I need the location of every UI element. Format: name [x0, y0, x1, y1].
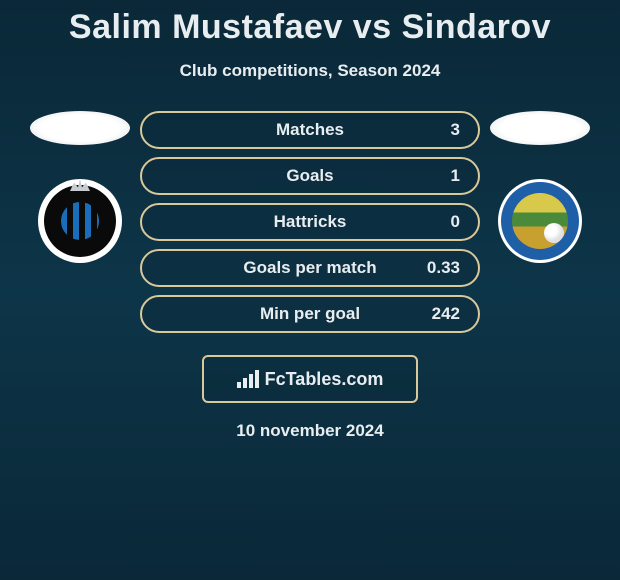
comparison-card: Salim Mustafaev vs Sindarov Club competi…: [0, 0, 620, 441]
stat-label: Min per goal: [142, 304, 478, 324]
crown-icon: [70, 179, 90, 191]
club-badge-right-inner: [512, 193, 568, 249]
stat-row-matches: Matches 3: [140, 111, 480, 149]
bar-chart-icon: [237, 370, 259, 388]
main-row: Matches 3 Goals 1 Hattricks 0 Goals per …: [0, 111, 620, 333]
stat-label: Matches: [142, 120, 478, 140]
stat-row-min-per-goal: Min per goal 242: [140, 295, 480, 333]
stat-row-goals: Goals 1: [140, 157, 480, 195]
subtitle: Club competitions, Season 2024: [0, 61, 620, 81]
date-label: 10 november 2024: [0, 421, 620, 441]
club-badge-left-stripes: [58, 199, 102, 243]
stat-row-hattricks: Hattricks 0: [140, 203, 480, 241]
club-badge-left: [38, 179, 122, 263]
club-badge-left-inner: [44, 185, 116, 257]
page-title: Salim Mustafaev vs Sindarov: [0, 8, 620, 47]
stat-value: 1: [451, 166, 460, 186]
player-photo-placeholder-right: [490, 111, 590, 145]
stat-value: 242: [432, 304, 460, 324]
stat-value: 3: [451, 120, 460, 140]
stat-row-goals-per-match: Goals per match 0.33: [140, 249, 480, 287]
left-player-column: [30, 111, 130, 263]
right-player-column: [490, 111, 590, 263]
stats-list: Matches 3 Goals 1 Hattricks 0 Goals per …: [140, 111, 480, 333]
club-badge-right: [498, 179, 582, 263]
brand-box[interactable]: FcTables.com: [202, 355, 418, 403]
stat-value: 0: [451, 212, 460, 232]
brand-text: FcTables.com: [265, 369, 384, 390]
stat-label: Hattricks: [142, 212, 478, 232]
player-photo-placeholder-left: [30, 111, 130, 145]
club-badge-right-ring: [501, 182, 579, 260]
stat-value: 0.33: [427, 258, 460, 278]
stat-label: Goals: [142, 166, 478, 186]
